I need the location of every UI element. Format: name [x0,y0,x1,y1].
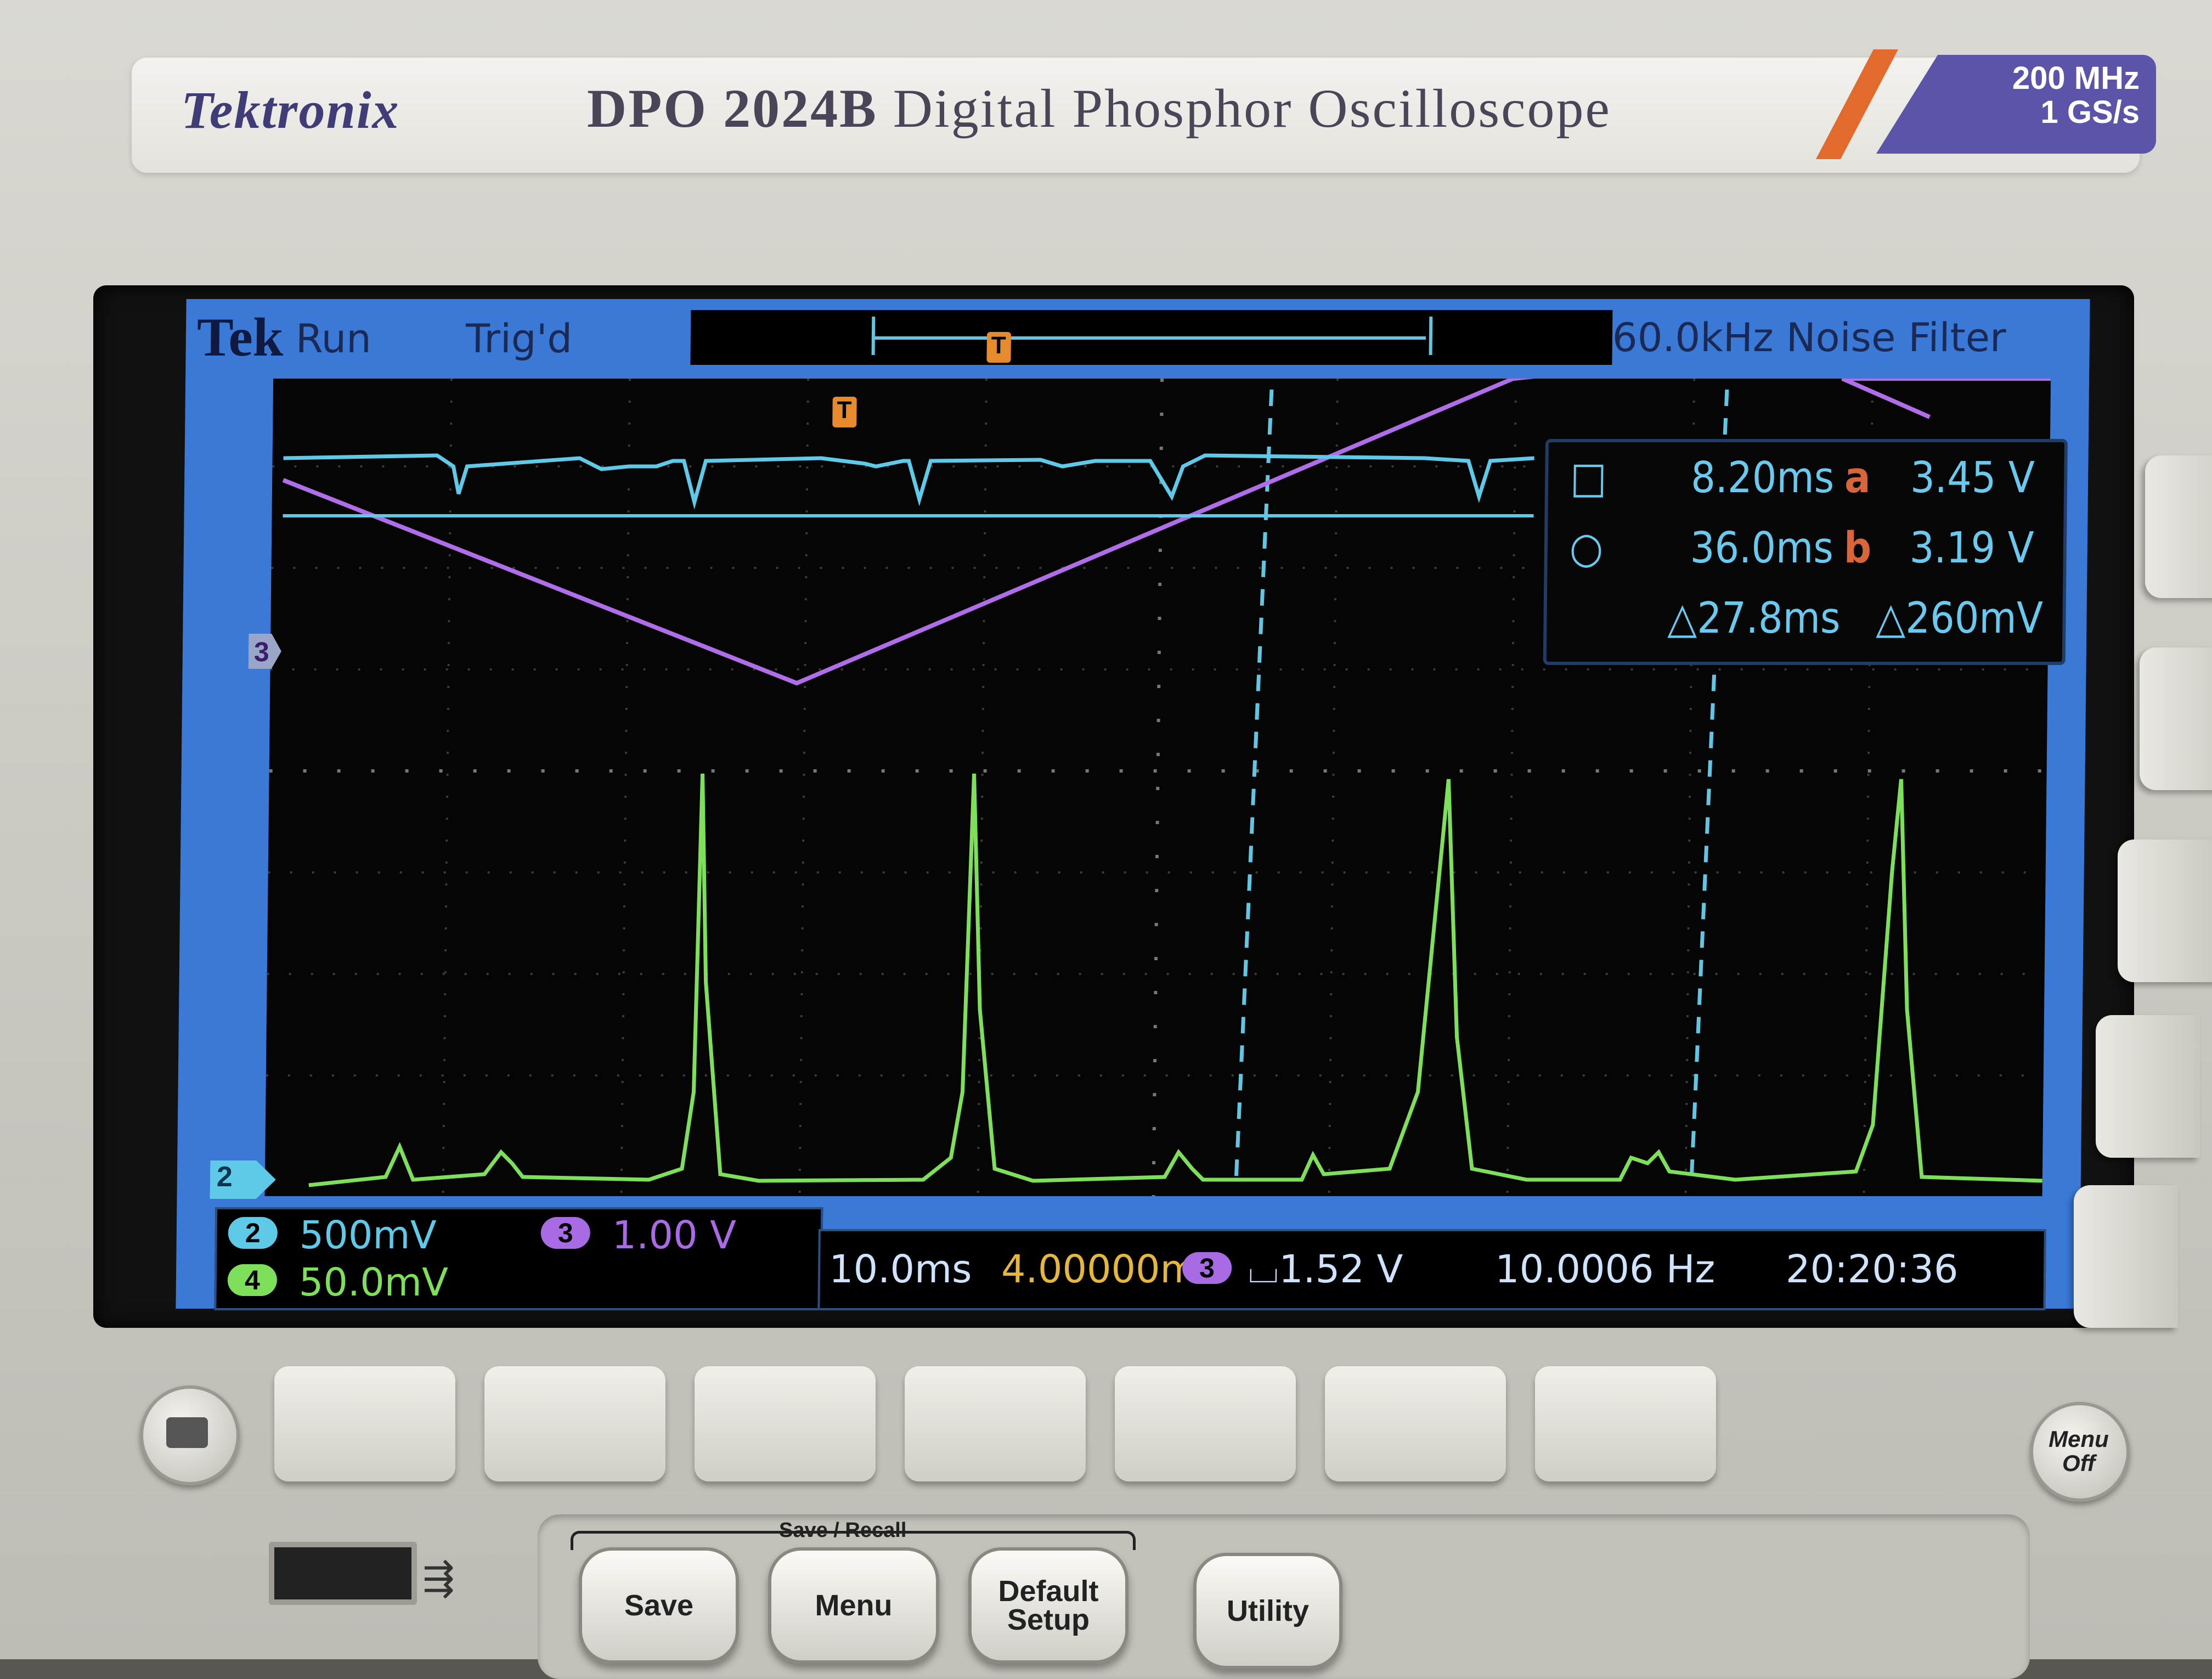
bottom-softkey-6[interactable] [1325,1366,1506,1481]
ch2-cyan-waveform [283,453,1534,510]
ch3-marker-label: 3 [253,636,270,667]
bottom-softkey-5[interactable] [1115,1366,1296,1481]
cursor-1-line [1234,389,1274,1186]
usb-icon: ⇶ [422,1557,455,1599]
cursor-readout-panel: □ 8.20ms a 3.45 V ○ 36.0ms b 3.19 V △27.… [1543,439,2068,665]
brand-logo: Tektronix [181,81,400,139]
record-window [871,317,1433,355]
clock-time: 20:20:36 [1785,1247,1959,1292]
spec-badge: 200 MHz 1 GS/s [1876,55,2156,154]
grid-lines [266,379,2050,1196]
print-button[interactable] [140,1385,240,1485]
ch2-marker-label: 2 [216,1161,233,1193]
side-menu-button-1[interactable] [2145,455,2212,598]
ch3-triangle-waveform [282,379,2051,686]
cursor-b-icon: b [1843,523,1872,573]
time-cursor-circle-icon: ○ [1569,523,1604,573]
timebase-readout-panel: 10.0ms 4.00000ms 3 ⌴1.52 V 10.0006 Hz 20… [817,1229,2046,1310]
delta-voltage: △260mV [1876,594,2044,643]
bottom-softkey-2[interactable] [484,1366,665,1481]
ch4-green-waveform [308,773,2042,1187]
trigger-source-chip: 3 [1182,1252,1232,1284]
save-recall-group-label: Save / Recall [779,1519,907,1542]
bottom-softkey-4[interactable] [905,1366,1086,1481]
waveform-display [266,379,2051,1196]
menu-off-button[interactable]: Menu Off [2030,1402,2130,1502]
bottom-softkey-1[interactable] [274,1366,455,1481]
side-menu-button-2[interactable] [2140,647,2212,790]
trigger-status: Trig'd [465,315,573,362]
acquisition-state: Run [295,315,372,362]
timebase-scale: 10.0ms [828,1247,973,1292]
printer-icon [166,1417,208,1448]
time-cursor-square-icon: □ [1570,453,1607,503]
noise-filter-label: 60.0kHz Noise Filter [1612,314,2007,360]
cursor-a-voltage: 3.45 V [1910,453,2035,503]
cursor2-time: 36.0ms [1690,523,1834,573]
ch3-scale: 1.00 V [612,1213,737,1258]
ch2-scale: 500mV [299,1213,437,1258]
usb-port[interactable] [269,1542,417,1605]
default-setup-line1: Default [998,1575,1099,1608]
graticule [264,379,2051,1196]
cursor-2-line [1689,389,1729,1186]
center-vertical-axis [1152,379,1164,1196]
sample-rate-spec: 1 GS/s [2040,94,2140,130]
trigger-marker-label: T [837,397,852,424]
cursor1-time: 8.20ms [1690,453,1835,503]
side-menu-button-3[interactable] [2118,840,2212,982]
utility-button[interactable]: Utility [1193,1553,1342,1669]
bottom-softkey-3[interactable] [695,1366,876,1481]
ch4-scale: 50.0mV [298,1260,449,1305]
brand-bar [132,58,2140,173]
menu-off-label-line1: Menu [2049,1426,2109,1452]
menu-button[interactable]: Menu [768,1547,939,1664]
side-menu-button-5[interactable] [2074,1185,2178,1328]
delta-time: △27.8ms [1667,594,1841,643]
tek-logo: Tek [196,307,284,368]
ch2-chip: 2 [228,1217,278,1249]
record-view [690,310,1613,365]
default-setup-button[interactable]: Default Setup [968,1547,1128,1664]
side-menu-button-4[interactable] [2096,1015,2200,1158]
trigger-frequency: 10.0006 Hz [1494,1247,1716,1292]
model-number: DPO 2024B [587,78,878,139]
status-bar: Tek Run Trig'd 60.0kHz Noise Filter [185,299,2090,376]
menu-off-label-line2: Off [2062,1450,2095,1476]
save-recall-bracket [571,1531,1136,1550]
model-description: Digital Phosphor Oscilloscope [877,78,1611,139]
bottom-softkeys [274,1366,1750,1487]
cursor-a-icon: a [1844,453,1871,503]
bandwidth-spec: 200 MHz [2012,60,2140,96]
trigger-level: ⌴1.52 V [1248,1247,1403,1292]
default-setup-line2: Setup [1007,1603,1090,1636]
save-button[interactable]: Save [579,1547,739,1664]
bottom-softkey-7[interactable] [1535,1366,1716,1481]
model-name: DPO 2024B Digital Phosphor Oscilloscope [587,77,1611,140]
trigger-level-label: T [991,332,1006,359]
cursor-b-voltage: 3.19 V [1909,523,2034,573]
channel-readout-panel: 2 500mV 3 1.00 V 4 50.0mV [214,1207,823,1310]
ch3-chip: 3 [540,1217,591,1249]
display-screen: Tek Run Trig'd 60.0kHz Noise Filter [176,299,2090,1310]
ch4-chip: 4 [227,1264,278,1296]
